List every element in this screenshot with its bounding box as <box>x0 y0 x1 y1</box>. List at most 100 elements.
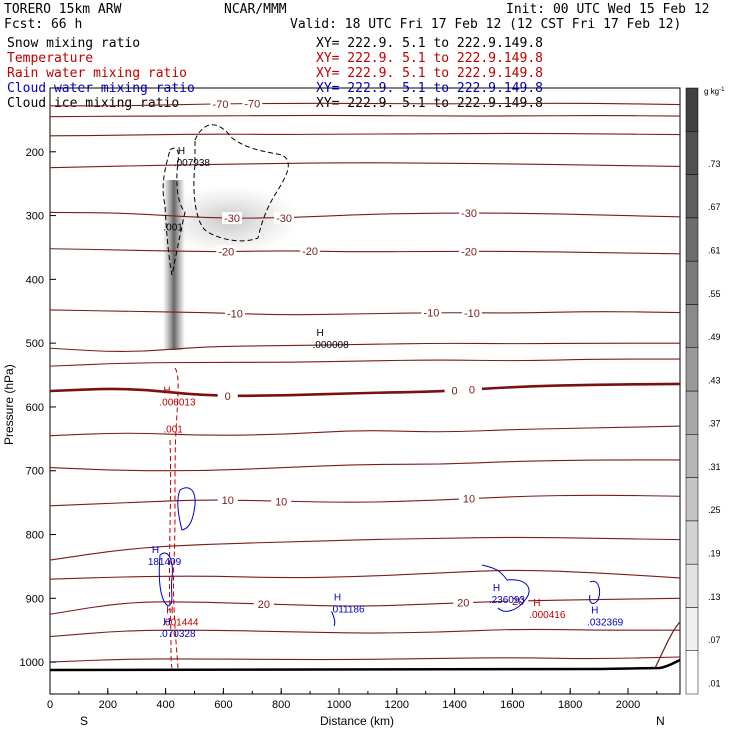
isotherm-label-bg <box>224 307 245 320</box>
maximum-marker: H <box>493 583 500 594</box>
cloud-water-contour-3 <box>481 564 530 612</box>
x-tick-label: 600 <box>214 699 232 711</box>
isotherm-line <box>49 132 681 137</box>
maximum-marker: H <box>178 146 185 157</box>
colorbar-unit: g kg-1 <box>704 87 725 96</box>
temperature-contours: -70 -70-30 -30 -30-20 -20 -20-10 -10 -100 0 010 10… <box>49 97 681 663</box>
maximum-marker: H <box>166 605 173 616</box>
maximum-marker: H <box>591 605 598 616</box>
isotherm-line <box>49 114 681 118</box>
x-tick-label: 800 <box>272 699 290 711</box>
field-xy: XY= 222.9. 5.1 to 222.9.149.8 <box>316 66 543 81</box>
isotherm-line <box>49 382 681 398</box>
contour-value-label: .001 <box>163 222 183 233</box>
org-label: NCAR/MMM <box>224 2 287 17</box>
isotherm-label: 10 <box>275 496 287 508</box>
isotherm-label: 20 <box>457 598 469 610</box>
colorbar-level: .49 <box>708 332 721 342</box>
cloud-water-contour-2 <box>158 552 173 607</box>
isotherm-line <box>49 656 681 663</box>
plot-area: -70 -70-30 -30 -30-20 -20 -20-10 -10 -100 0 010 10… <box>49 87 681 695</box>
isotherm-label-bg <box>459 492 480 505</box>
isotherm-label: 20 <box>258 599 270 611</box>
isotherm-label-bg <box>461 383 482 396</box>
isotherm-label: -30 <box>276 213 292 225</box>
isotherm-label-bg <box>242 97 263 110</box>
isotherm-line <box>49 628 680 638</box>
x-tick-label: 2000 <box>616 699 640 711</box>
colorbar-swatch <box>685 347 699 392</box>
maximum-value: .236093 <box>489 595 526 606</box>
terrain-rise <box>654 621 681 669</box>
isotherm-label: -70 <box>213 99 229 111</box>
isotherm-label-bg <box>421 306 442 319</box>
isotherm-line <box>49 248 681 255</box>
x-axis-label: Distance (km) <box>320 714 394 728</box>
isotherm-label: -10 <box>227 308 243 320</box>
isotherm-line <box>49 425 681 437</box>
isotherm-label-bg <box>222 212 243 225</box>
colorbar-swatch <box>685 434 699 478</box>
y-tick-label: 300 <box>26 211 44 223</box>
terrain-line <box>49 658 681 672</box>
isotherm-label-bg <box>216 245 237 258</box>
isotherm-label-bg <box>217 389 238 402</box>
isotherm-label: -10 <box>464 308 480 320</box>
colorbar-swatch <box>685 390 699 435</box>
cloud-ice-contour <box>162 147 186 276</box>
field-label: Snow mixing ratio <box>7 36 140 51</box>
isotherm-label: -20 <box>461 246 477 258</box>
contour-labels: H.007938H.000008H.006013H181409H.011186H… <box>148 146 624 640</box>
maximum-value: .032369 <box>587 617 624 628</box>
colorbar-level: .31 <box>708 462 721 472</box>
maximum-value: .011186 <box>330 605 365 616</box>
colorbar-level: .13 <box>708 592 721 602</box>
colorbar-level: .61 <box>708 246 721 256</box>
colorbar-level: .73 <box>708 159 721 169</box>
maximum-value: .070328 <box>159 629 196 640</box>
field-xy: XY= 222.9. 5.1 to 222.9.149.8 <box>316 36 543 51</box>
x-tick-label: 1400 <box>442 699 466 711</box>
maximum-marker: H <box>317 328 324 339</box>
isotherm-label: -20 <box>218 247 234 259</box>
colorbar-level: .55 <box>708 289 721 299</box>
cloud-water-contour-4 <box>589 580 601 604</box>
colorbar-level: .07 <box>708 635 721 645</box>
isotherm-line <box>49 569 681 580</box>
isotherm-line <box>50 102 681 107</box>
colorbar-swatch <box>685 607 699 651</box>
isotherm-label: 0 <box>469 385 475 397</box>
cloud-water-contour-5 <box>331 611 336 627</box>
x-tick-label: 1200 <box>385 699 409 711</box>
model-title: TORERO 15km ARW <box>4 2 122 17</box>
colorbar-swatch <box>685 174 699 219</box>
valid-time: Valid: 18 UTC Fri 17 Feb 12 (12 CST Fri … <box>290 17 681 32</box>
isotherm-label-bg <box>271 495 292 508</box>
maximum-value: .006013 <box>159 397 196 408</box>
colorbar: .01 .07 .13 .19 .25 .31 .37 .43 .49 .55 .61 .67 .73 <box>685 87 721 695</box>
colorbar-level: .43 <box>708 375 721 385</box>
y-tick-label: 700 <box>26 466 44 478</box>
colorbar-level: .01 <box>708 678 721 688</box>
maximum-marker: H <box>163 385 170 396</box>
colorbar-swatch <box>685 650 699 695</box>
colorbar-level: .25 <box>708 505 721 515</box>
isotherm-label-bg <box>253 598 274 611</box>
isotherm-label: 10 <box>222 495 234 507</box>
colorbar-swatch <box>685 260 699 305</box>
colorbar-swatch <box>685 87 699 132</box>
y-tick-label: 500 <box>26 338 44 350</box>
maximum-marker: H <box>163 617 170 628</box>
y-tick-label: 400 <box>26 274 44 286</box>
colorbar-swatch <box>685 304 699 348</box>
isotherm-label: -20 <box>302 246 318 258</box>
isotherm-line <box>49 536 681 561</box>
isotherm-line <box>49 162 681 169</box>
isotherm-line <box>49 459 680 472</box>
field-legend: Snow mixing ratio XY= 222.9. 5.1 to 222.9… <box>7 36 543 111</box>
isotherm-line <box>49 597 681 615</box>
y-tick-label: 800 <box>26 530 44 542</box>
hydrometeor-contours <box>158 124 601 669</box>
isotherm-label: 0 <box>452 386 458 398</box>
